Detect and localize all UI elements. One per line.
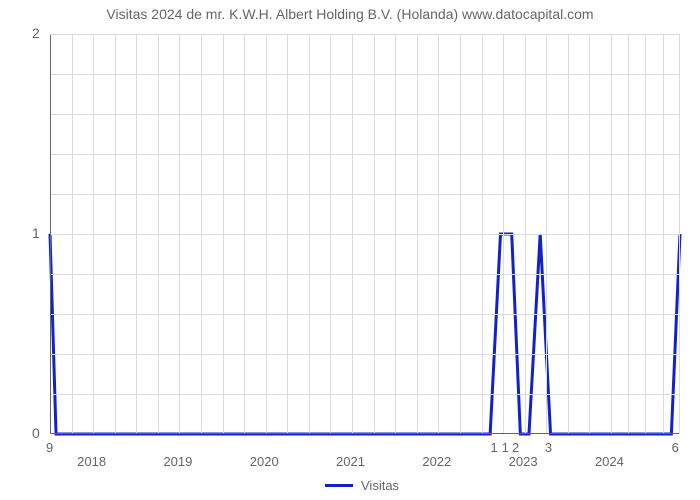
gridline-vertical-major	[525, 34, 526, 434]
gridline-vertical-major	[352, 34, 353, 434]
count-label: 9	[46, 440, 53, 455]
x-tick-label: 2020	[250, 454, 279, 469]
gridline-vertical-major	[266, 34, 267, 434]
x-tick-label: 2021	[336, 454, 365, 469]
legend-swatch	[325, 484, 353, 487]
y-tick-label: 1	[32, 225, 40, 241]
y-tick-label: 2	[32, 25, 40, 41]
y-axis-line	[50, 34, 51, 434]
gridline-vertical-minor	[136, 34, 137, 434]
gridline-horizontal	[50, 354, 680, 355]
gridline-vertical-minor	[482, 34, 483, 434]
gridline-vertical-minor	[663, 34, 664, 434]
gridline-horizontal	[50, 274, 680, 275]
gridline-horizontal	[50, 394, 680, 395]
gridline-vertical-minor	[374, 34, 375, 434]
gridline-vertical-minor	[309, 34, 310, 434]
gridline-vertical-minor	[568, 34, 569, 434]
gridline-vertical-major	[93, 34, 94, 434]
gridline-vertical-minor	[330, 34, 331, 434]
gridline-vertical-minor	[460, 34, 461, 434]
y-tick-label: 0	[32, 425, 40, 441]
gridline-vertical-major	[611, 34, 612, 434]
gridline-horizontal	[50, 114, 680, 115]
gridline-horizontal	[50, 194, 680, 195]
chart-title: Visitas 2024 de mr. K.W.H. Albert Holdin…	[0, 6, 700, 22]
x-tick-label: 2023	[509, 454, 538, 469]
gridline-vertical-minor	[628, 34, 629, 434]
gridline-vertical-minor	[115, 34, 116, 434]
right-border	[679, 34, 680, 434]
gridline-vertical-minor	[244, 34, 245, 434]
gridline-vertical-minor	[201, 34, 202, 434]
gridline-vertical-minor	[417, 34, 418, 434]
gridline-vertical-minor	[546, 34, 547, 434]
gridline-vertical-minor	[589, 34, 590, 434]
count-label: 1	[490, 440, 497, 455]
x-tick-label: 2019	[163, 454, 192, 469]
legend: Visitas	[325, 478, 399, 493]
gridline-vertical-minor	[72, 34, 73, 434]
count-label: 2	[512, 440, 519, 455]
x-tick-label: 2018	[77, 454, 106, 469]
count-label: 1	[502, 440, 509, 455]
gridline-vertical-major	[438, 34, 439, 434]
legend-label: Visitas	[361, 478, 399, 493]
gridline-horizontal	[50, 234, 680, 235]
gridline-vertical-minor	[645, 34, 646, 434]
plot-area	[50, 34, 680, 434]
x-axis-line	[50, 433, 680, 434]
gridline-horizontal	[50, 74, 680, 75]
gridline-vertical-major	[179, 34, 180, 434]
top-border	[50, 34, 680, 35]
gridline-vertical-minor	[287, 34, 288, 434]
count-label: 6	[672, 440, 679, 455]
count-label: 3	[545, 440, 552, 455]
chart-container: Visitas 2024 de mr. K.W.H. Albert Holdin…	[0, 0, 700, 500]
gridline-horizontal	[50, 154, 680, 155]
gridline-vertical-minor	[503, 34, 504, 434]
gridline-vertical-minor	[223, 34, 224, 434]
x-tick-label: 2024	[595, 454, 624, 469]
gridline-vertical-minor	[158, 34, 159, 434]
gridline-horizontal	[50, 314, 680, 315]
gridline-vertical-minor	[395, 34, 396, 434]
x-tick-label: 2022	[422, 454, 451, 469]
